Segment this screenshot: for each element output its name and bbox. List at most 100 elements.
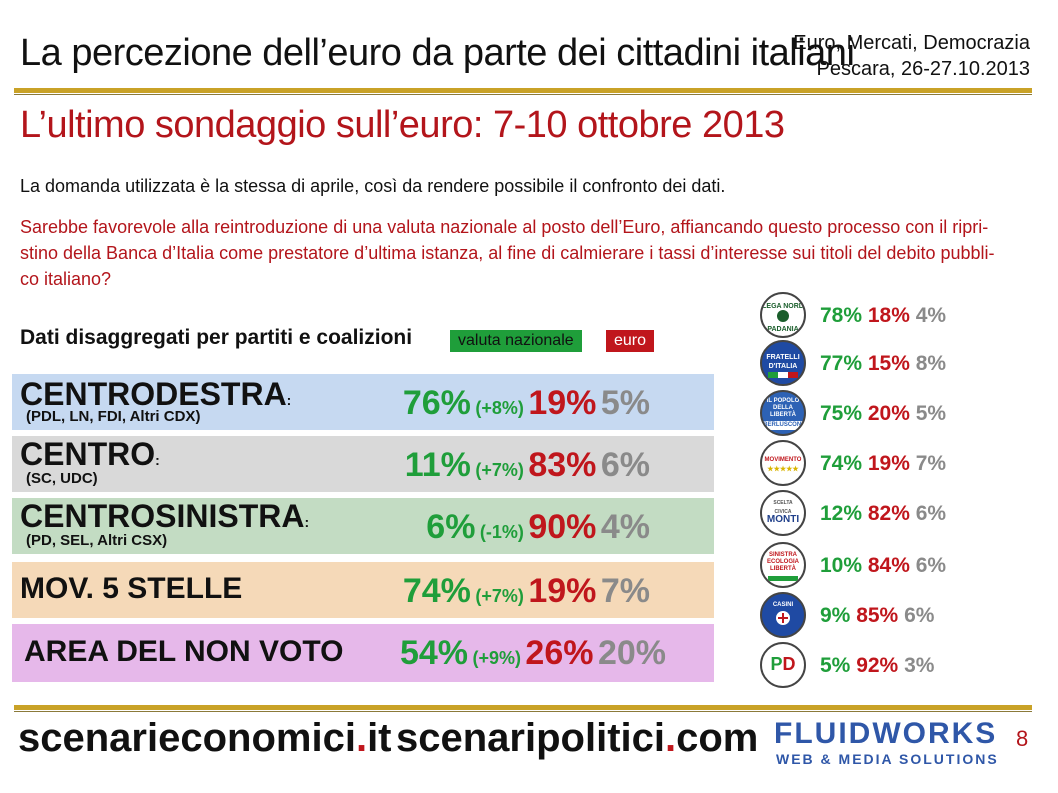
page-title: La percezione dell’euro da parte dei cit… bbox=[20, 32, 855, 74]
header-divider bbox=[14, 88, 1032, 93]
party-row: LEGA NORD PADANIA 78% 18% 4% bbox=[760, 292, 1030, 338]
national-share: 78% bbox=[820, 304, 863, 327]
undecided-share: 6% bbox=[600, 446, 650, 484]
undecided-share: 4% bbox=[600, 508, 650, 546]
national-change: (+7%) bbox=[475, 460, 524, 480]
undecided-share: 6% bbox=[915, 502, 947, 525]
euro-share: 15% bbox=[867, 352, 910, 375]
euro-share: 90% bbox=[528, 508, 597, 546]
site-link-scenaripolitici[interactable]: scenaripolitici.com bbox=[396, 716, 759, 760]
national-share: 74% bbox=[402, 572, 471, 610]
partito-democratico-logo: PD bbox=[760, 642, 806, 688]
legend-national-currency: valuta nazionale bbox=[450, 330, 582, 352]
fluidworks-logo: FLUIDWORKS bbox=[774, 717, 998, 750]
national-change: (+8%) bbox=[475, 398, 524, 418]
header-divider-thin bbox=[14, 94, 1032, 95]
national-share: 6% bbox=[426, 508, 476, 546]
movimento-5-stelle-logo: MOVIMENTO ★★★★★ bbox=[760, 440, 806, 486]
coalition-results: 54% (+9%) 26% 20% bbox=[400, 634, 666, 673]
sel-logo: SINISTRA ECOLOGIA LIBERTÀ bbox=[760, 542, 806, 588]
coalition-members: (PD, SEL, Altri CSX) bbox=[26, 532, 168, 549]
national-share: 5% bbox=[820, 654, 851, 677]
question-line: Sarebbe favorevole alla reintroduzione d… bbox=[20, 217, 989, 237]
coalition-row: CENTRODESTRA: (PDL, LN, FDI, Altri CDX) … bbox=[12, 374, 714, 430]
scelta-civica-monti-logo: SCELTA CIVICA MONTI bbox=[760, 490, 806, 536]
event-place-date: Pescara, 26-27.10.2013 bbox=[816, 58, 1031, 80]
party-results: 77% 15% 8% bbox=[820, 352, 946, 376]
coalition-name: CENTRO: bbox=[20, 436, 160, 472]
question-line: co italiano? bbox=[20, 269, 112, 289]
party-row: SINISTRA ECOLOGIA LIBERTÀ 10% 84% 6% bbox=[760, 542, 1030, 588]
euro-share: 19% bbox=[528, 384, 597, 422]
undecided-share: 7% bbox=[915, 452, 947, 475]
party-row: IL POPOLO DELLA LIBERTÀ BERLUSCONI 75% 20%… bbox=[760, 390, 1030, 436]
intro-text: La domanda utilizzata è la stessa di apr… bbox=[20, 176, 726, 196]
undecided-share: 6% bbox=[915, 554, 947, 577]
undecided-share: 5% bbox=[600, 384, 650, 422]
question-line: stino della Banca d’Italia come prestato… bbox=[20, 243, 995, 263]
euro-share: 20% bbox=[867, 402, 910, 425]
lega-nord-logo: LEGA NORD PADANIA bbox=[760, 292, 806, 338]
undecided-share: 20% bbox=[597, 634, 666, 672]
national-share: 77% bbox=[820, 352, 863, 375]
party-row: PD 5% 92% 3% bbox=[760, 642, 1030, 688]
coalition-results: 6% (-1%) 90% 4% bbox=[426, 508, 650, 547]
euro-share: 82% bbox=[867, 502, 910, 525]
coalition-row: CENTRO: (SC, UDC) 11% (+7%) 83% 6% bbox=[12, 436, 714, 492]
euro-share: 85% bbox=[856, 604, 899, 627]
party-row: SCELTA CIVICA MONTI 12% 82% 6% bbox=[760, 490, 1030, 536]
pdl-berlusconi-logo: IL POPOLO DELLA LIBERTÀ BERLUSCONI bbox=[760, 390, 806, 436]
party-results: 9% 85% 6% bbox=[820, 604, 934, 628]
page-number: 8 bbox=[1016, 726, 1029, 751]
section-title: Dati disaggregati per partiti e coalizio… bbox=[20, 326, 413, 349]
national-change: (+7%) bbox=[475, 586, 524, 606]
fratelli-ditalia-logo: FRATELLI D'ITALIA bbox=[760, 340, 806, 386]
party-row: MOVIMENTO ★★★★★ 74% 19% 7% bbox=[760, 440, 1030, 486]
footer-divider bbox=[14, 705, 1032, 710]
party-results: 5% 92% 3% bbox=[820, 654, 934, 678]
coalition-row: AREA DEL NON VOTO 54% (+9%) 26% 20% bbox=[12, 624, 714, 682]
coalition-results: 11% (+7%) 83% 6% bbox=[405, 446, 650, 485]
national-share: 74% bbox=[820, 452, 863, 475]
coalition-name: CENTRODESTRA: bbox=[20, 376, 292, 412]
party-results: 78% 18% 4% bbox=[820, 304, 946, 328]
undecided-share: 8% bbox=[915, 352, 947, 375]
udc-casini-logo: CASINI bbox=[760, 592, 806, 638]
national-share: 12% bbox=[820, 502, 863, 525]
party-row: CASINI 9% 85% 6% bbox=[760, 592, 1030, 638]
national-share: 54% bbox=[399, 634, 468, 672]
coalition-row: MOV. 5 STELLE 74% (+7%) 19% 7% bbox=[12, 562, 714, 618]
undecided-share: 6% bbox=[904, 604, 935, 627]
fluidworks-tagline: WEB & MEDIA SOLUTIONS bbox=[776, 751, 999, 767]
undecided-share: 3% bbox=[904, 654, 935, 677]
coalition-members: (SC, UDC) bbox=[26, 470, 98, 487]
euro-share: 26% bbox=[525, 634, 594, 672]
euro-share: 92% bbox=[856, 654, 899, 677]
party-results: 10% 84% 6% bbox=[820, 554, 946, 578]
national-change: (-1%) bbox=[479, 522, 524, 542]
coalition-results: 76% (+8%) 19% 5% bbox=[403, 384, 650, 423]
party-results: 75% 20% 5% bbox=[820, 402, 946, 426]
legend-euro: euro bbox=[606, 330, 655, 352]
euro-share: 84% bbox=[867, 554, 910, 577]
coalition-row: CENTROSINISTRA: (PD, SEL, Altri CSX) 6% … bbox=[12, 498, 714, 554]
euro-share: 18% bbox=[867, 304, 910, 327]
national-share: 75% bbox=[820, 402, 863, 425]
party-row: FRATELLI D'ITALIA 77% 15% 8% bbox=[760, 340, 1030, 386]
national-share: 9% bbox=[820, 604, 851, 627]
slide-subtitle: L’ultimo sondaggio sull’euro: 7-10 ottob… bbox=[20, 104, 785, 146]
coalition-results: 74% (+7%) 19% 7% bbox=[403, 572, 650, 611]
coalition-members: (PDL, LN, FDI, Altri CDX) bbox=[26, 408, 201, 425]
undecided-share: 5% bbox=[915, 402, 947, 425]
coalition-name: MOV. 5 STELLE bbox=[20, 572, 243, 605]
national-share: 76% bbox=[402, 384, 471, 422]
national-share: 11% bbox=[404, 446, 471, 484]
euro-share: 83% bbox=[528, 446, 597, 484]
event-info: Euro, Mercati, Democrazia Pescara, 26-27… bbox=[793, 30, 1030, 82]
coalition-name: AREA DEL NON VOTO bbox=[24, 635, 344, 668]
national-share: 10% bbox=[820, 554, 863, 577]
undecided-share: 4% bbox=[915, 304, 947, 327]
coalition-name: CENTROSINISTRA: bbox=[20, 498, 310, 534]
euro-share: 19% bbox=[528, 572, 597, 610]
site-link-scenarieconomici[interactable]: scenarieconomici.it bbox=[18, 716, 392, 760]
